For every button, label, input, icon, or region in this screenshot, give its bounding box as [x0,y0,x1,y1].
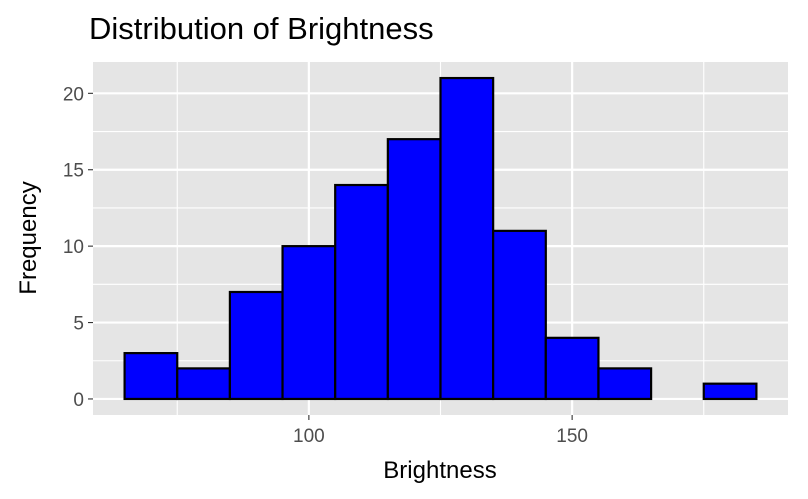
y-tick-label: 10 [63,237,84,258]
histogram-bar [334,183,389,401]
histogram-bar [176,367,231,401]
chart-title: Distribution of Brightness [89,11,434,46]
histogram-bar [439,76,495,401]
histogram-bar [597,367,653,401]
x-axis-title: Brightness [383,457,496,484]
histogram-bar [228,290,284,401]
histogram-bars [123,76,758,401]
histogram-bar [123,352,179,401]
y-tick-label: 0 [73,390,84,411]
y-tick-label: 5 [73,314,84,335]
histogram-bar [702,382,758,401]
histogram-bar [386,138,442,401]
x-tick-label: 150 [556,426,588,447]
x-tick-label: 100 [293,426,325,447]
y-axis-title: Frequency [15,181,42,294]
histogram-bar [544,336,600,401]
histogram-bar [281,245,337,401]
x-axis: 100 150 [293,415,588,447]
histogram-bar [492,229,547,401]
y-tick-label: 20 [63,84,84,105]
y-tick-label: 15 [63,161,84,182]
y-axis: 0 5 10 15 20 [63,84,93,411]
